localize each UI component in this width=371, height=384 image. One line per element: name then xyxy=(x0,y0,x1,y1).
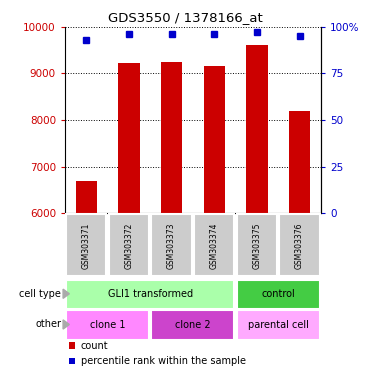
Text: control: control xyxy=(262,289,295,300)
Bar xyxy=(76,182,97,213)
Text: parental cell: parental cell xyxy=(248,320,309,330)
Bar xyxy=(204,66,225,213)
Text: GSM303372: GSM303372 xyxy=(124,222,134,268)
Text: GLI1 transformed: GLI1 transformed xyxy=(108,289,193,300)
Text: GDS3550 / 1378166_at: GDS3550 / 1378166_at xyxy=(108,11,263,24)
Text: GSM303374: GSM303374 xyxy=(210,222,219,269)
Bar xyxy=(246,45,267,213)
Text: GSM303376: GSM303376 xyxy=(295,222,304,269)
Text: GSM303373: GSM303373 xyxy=(167,222,176,269)
Text: other: other xyxy=(35,319,61,329)
Text: clone 2: clone 2 xyxy=(175,320,211,330)
Text: count: count xyxy=(81,341,108,351)
Text: cell type: cell type xyxy=(19,289,61,299)
Text: GSM303375: GSM303375 xyxy=(252,222,262,269)
Bar xyxy=(161,62,182,213)
Bar xyxy=(118,63,139,213)
Text: clone 1: clone 1 xyxy=(90,320,125,330)
Text: GSM303371: GSM303371 xyxy=(82,222,91,268)
Bar xyxy=(289,111,310,213)
Text: percentile rank within the sample: percentile rank within the sample xyxy=(81,356,246,366)
